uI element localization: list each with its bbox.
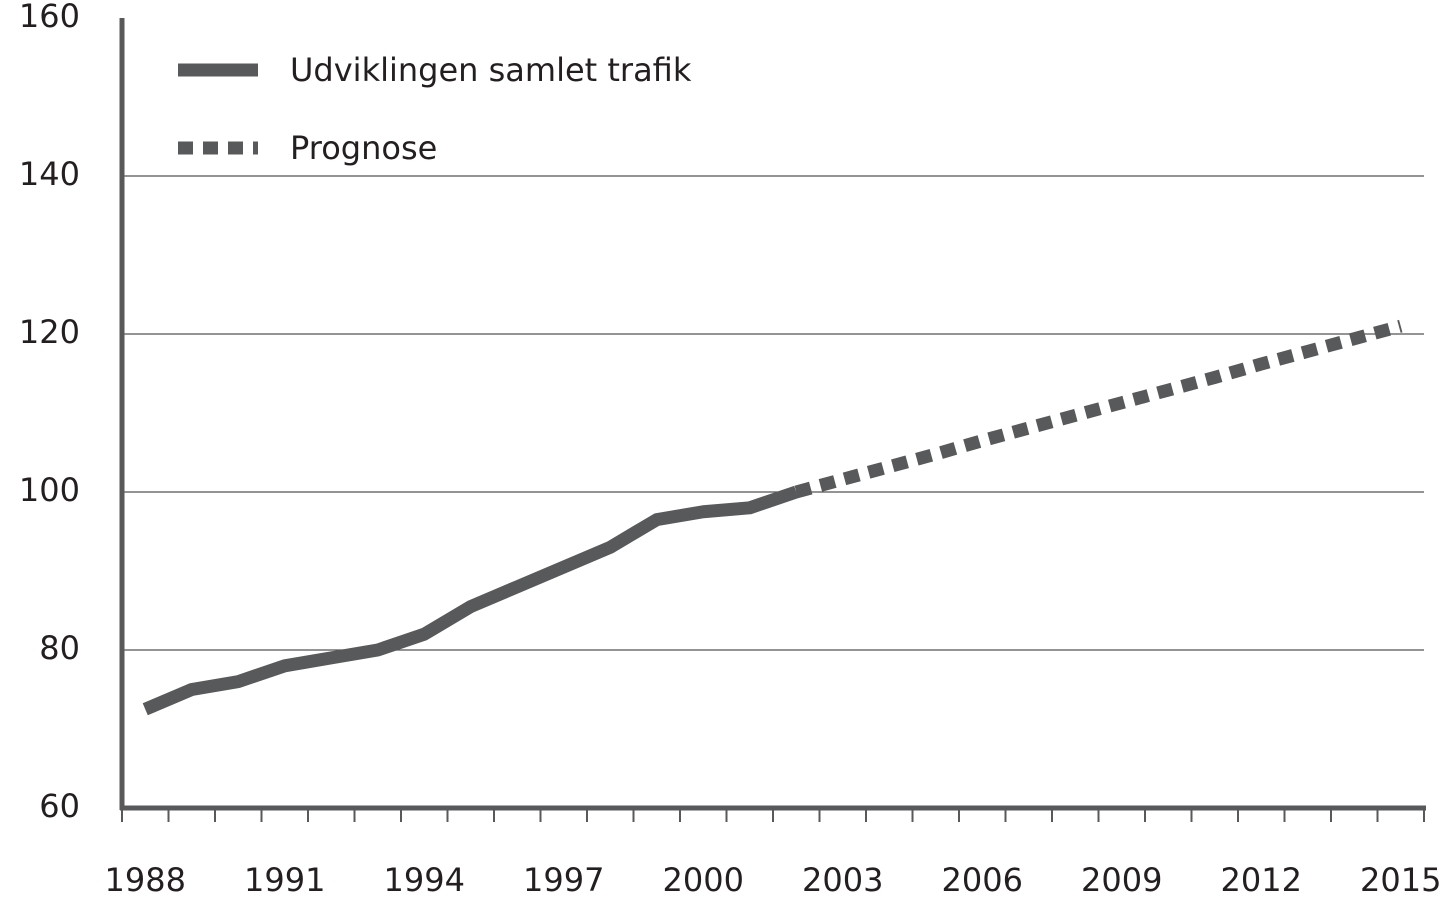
series-line [794,319,1403,499]
y-tick-label: 160 [19,0,80,35]
x-tick-label: 1988 [105,861,186,899]
y-tick-label: 80 [39,629,80,667]
x-tick-label: 1991 [244,861,325,899]
y-tick-label: 140 [19,155,80,193]
legend-label: Udviklingen samlet trafik [290,51,692,89]
x-tick-label: 1997 [523,861,604,899]
x-tick-label: 2006 [942,861,1023,899]
x-tick-label: 2012 [1221,861,1302,899]
x-tick-label: 2015 [1360,861,1441,899]
x-tick-label: 1994 [384,861,465,899]
y-tick-label: 60 [39,787,80,825]
y-tick-label: 100 [19,471,80,509]
y-tick-label: 120 [19,313,80,351]
x-tick-label: 2009 [1081,861,1162,899]
series-line [142,485,799,716]
x-tick-label: 2003 [802,861,883,899]
legend-label: Prognose [290,129,437,167]
x-tick-label: 2000 [663,861,744,899]
